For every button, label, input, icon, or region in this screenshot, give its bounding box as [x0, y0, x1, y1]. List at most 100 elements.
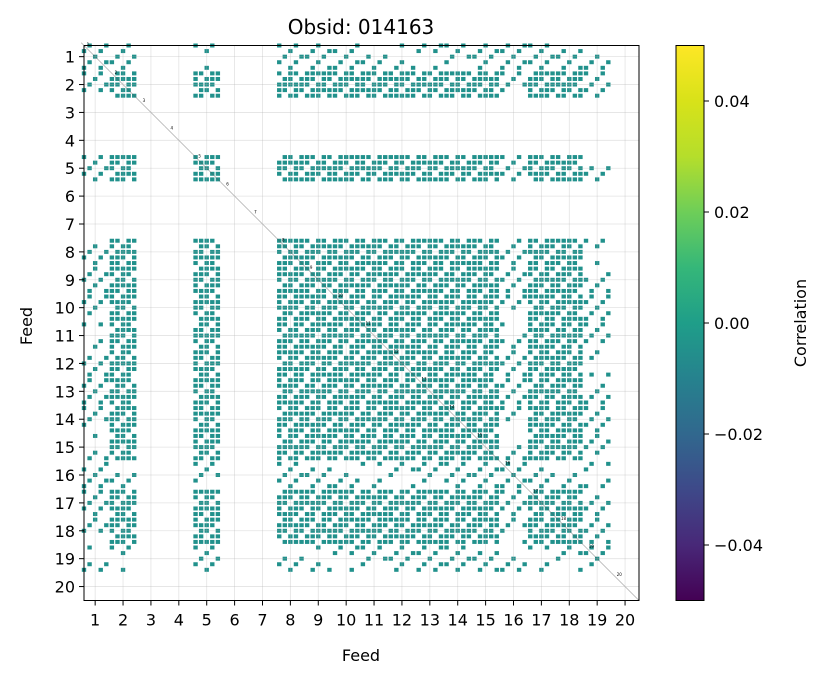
heatmap-cell: [371, 417, 377, 422]
heatmap-cell: [204, 394, 209, 399]
heatmap-cell: [394, 445, 399, 450]
heatmap-cell: [193, 378, 198, 383]
heatmap-cell: [304, 500, 310, 505]
heatmap-cell: [444, 439, 449, 444]
heatmap-cell: [288, 378, 293, 383]
heatmap-cell: [288, 445, 293, 450]
heatmap-cell: [210, 327, 215, 332]
heatmap-cell: [210, 534, 215, 539]
heatmap-cell: [461, 244, 466, 249]
heatmap-cell: [288, 512, 293, 517]
heatmap-cell: [416, 489, 421, 494]
y-tick-label: 1: [65, 48, 75, 67]
heatmap-cell: [461, 249, 466, 254]
heatmap-cell: [366, 277, 371, 282]
heatmap-cell: [299, 439, 304, 444]
heatmap-cell: [399, 238, 405, 243]
heatmap-cell: [293, 489, 299, 494]
heatmap-cell: [594, 450, 600, 455]
heatmap-cell: [343, 523, 349, 528]
heatmap-cell: [327, 456, 332, 461]
heatmap-cell: [516, 171, 522, 176]
heatmap-cell: [544, 528, 550, 533]
heatmap-cell: [109, 445, 115, 450]
heatmap-cell: [583, 422, 589, 427]
heatmap-cell: [210, 361, 215, 366]
heatmap-cell: [132, 495, 137, 500]
heatmap-cell: [567, 378, 572, 383]
heatmap-cell: [449, 473, 455, 477]
heatmap-cell: [210, 439, 215, 444]
heatmap-cell: [516, 383, 522, 388]
heatmap-cell: [544, 562, 550, 567]
heatmap-cell: [316, 272, 321, 277]
heatmap-cell: [539, 400, 544, 405]
heatmap-cell: [204, 65, 209, 70]
heatmap-cell: [355, 456, 360, 461]
heatmap-cell: [366, 400, 371, 405]
heatmap-cell: [198, 355, 204, 360]
heatmap-cell: [561, 378, 566, 383]
heatmap-cell: [489, 417, 494, 422]
heatmap-cell: [360, 316, 366, 321]
heatmap-cell: [383, 411, 388, 416]
heatmap-cell: [87, 311, 92, 316]
heatmap-cell: [126, 261, 131, 266]
heatmap-cell: [371, 445, 377, 450]
heatmap-cell: [422, 411, 427, 416]
heatmap-cell: [550, 339, 555, 344]
heatmap-cell: [293, 171, 299, 176]
heatmap-cell: [477, 277, 483, 282]
heatmap-cell: [466, 266, 472, 271]
heatmap-cell: [332, 512, 338, 517]
heatmap-cell: [555, 355, 561, 360]
heatmap-cell: [193, 545, 198, 550]
heatmap-cell: [210, 461, 215, 466]
heatmap-cell: [388, 272, 393, 277]
heatmap-cell: [277, 244, 282, 249]
heatmap-cell: [561, 255, 566, 260]
heatmap-cell: [405, 300, 410, 305]
heatmap-cell: [533, 327, 538, 332]
heatmap-cell: [355, 428, 360, 433]
heatmap-cell: [327, 495, 332, 500]
heatmap-cell: [438, 261, 444, 266]
heatmap-cell: [327, 534, 332, 539]
heatmap-cell: [394, 65, 399, 70]
heatmap-cell: [405, 389, 410, 394]
heatmap-cell: [316, 545, 321, 550]
heatmap-cell: [578, 450, 583, 455]
heatmap-cell: [461, 528, 466, 533]
heatmap-cell: [293, 528, 299, 533]
heatmap-cell: [410, 495, 416, 500]
heatmap-cell: [550, 311, 555, 316]
heatmap-cell: [494, 439, 499, 444]
heatmap-cell: [438, 439, 444, 444]
heatmap-cell: [511, 266, 516, 271]
heatmap-cell: [383, 489, 388, 494]
heatmap-cell: [483, 383, 488, 388]
heatmap-cell: [109, 311, 115, 316]
heatmap-cell: [550, 177, 555, 182]
heatmap-cell: [427, 93, 433, 98]
heatmap-cell: [304, 54, 310, 59]
heatmap-cell: [438, 545, 444, 550]
heatmap-cell: [539, 311, 544, 316]
heatmap-cell: [438, 361, 444, 366]
heatmap-cell: [578, 506, 583, 511]
heatmap-cell: [550, 355, 555, 360]
heatmap-cell: [511, 450, 516, 455]
heatmap-cell: [422, 350, 427, 355]
heatmap-cell: [198, 500, 204, 505]
heatmap-cell: [561, 406, 566, 411]
heatmap-cell: [126, 545, 131, 550]
heatmap-cell: [461, 166, 466, 171]
heatmap-cell: [371, 327, 377, 332]
heatmap-cell: [304, 333, 310, 338]
heatmap-cell: [321, 344, 327, 349]
heatmap-cell: [555, 255, 561, 260]
heatmap-cell: [583, 300, 589, 305]
heatmap-cell: [126, 428, 131, 433]
heatmap-cell: [193, 361, 198, 366]
heatmap-cell: [561, 65, 566, 70]
